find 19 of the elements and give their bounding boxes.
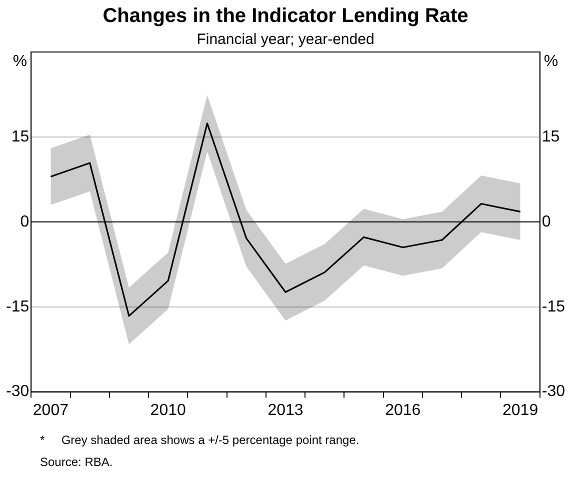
y2-tick-label: 15 — [542, 128, 560, 146]
x-tick-label: 2010 — [150, 402, 186, 419]
x-tick-label: 2019 — [502, 402, 538, 419]
y-tick-label: -15 — [6, 298, 30, 316]
text: * Grey shaded area shows a +/-5 percentage point range. — [40, 432, 360, 447]
y-tick-label: 15 — [11, 128, 30, 146]
y-tick-label: 0 — [20, 213, 30, 230]
y2-tick-label: 0 — [542, 213, 551, 230]
chart-subtitle: Financial year; year-ended — [196, 31, 374, 48]
x-tick-label: 2013 — [268, 402, 304, 419]
y2-tick-label: -30 — [542, 383, 566, 400]
y-axis-title: % — [12, 53, 28, 70]
source-note: Source: RBA. — [40, 454, 113, 469]
x-tick-label: 2007 — [32, 402, 69, 419]
x-tick-label: 2016 — [385, 402, 421, 419]
chart-title: Changes in the Indicator Lending Rate — [102, 5, 468, 27]
y2-axis-title: % — [544, 53, 558, 70]
y-tick-label: -30 — [6, 383, 30, 400]
y2-tick-label: -15 — [542, 298, 566, 316]
